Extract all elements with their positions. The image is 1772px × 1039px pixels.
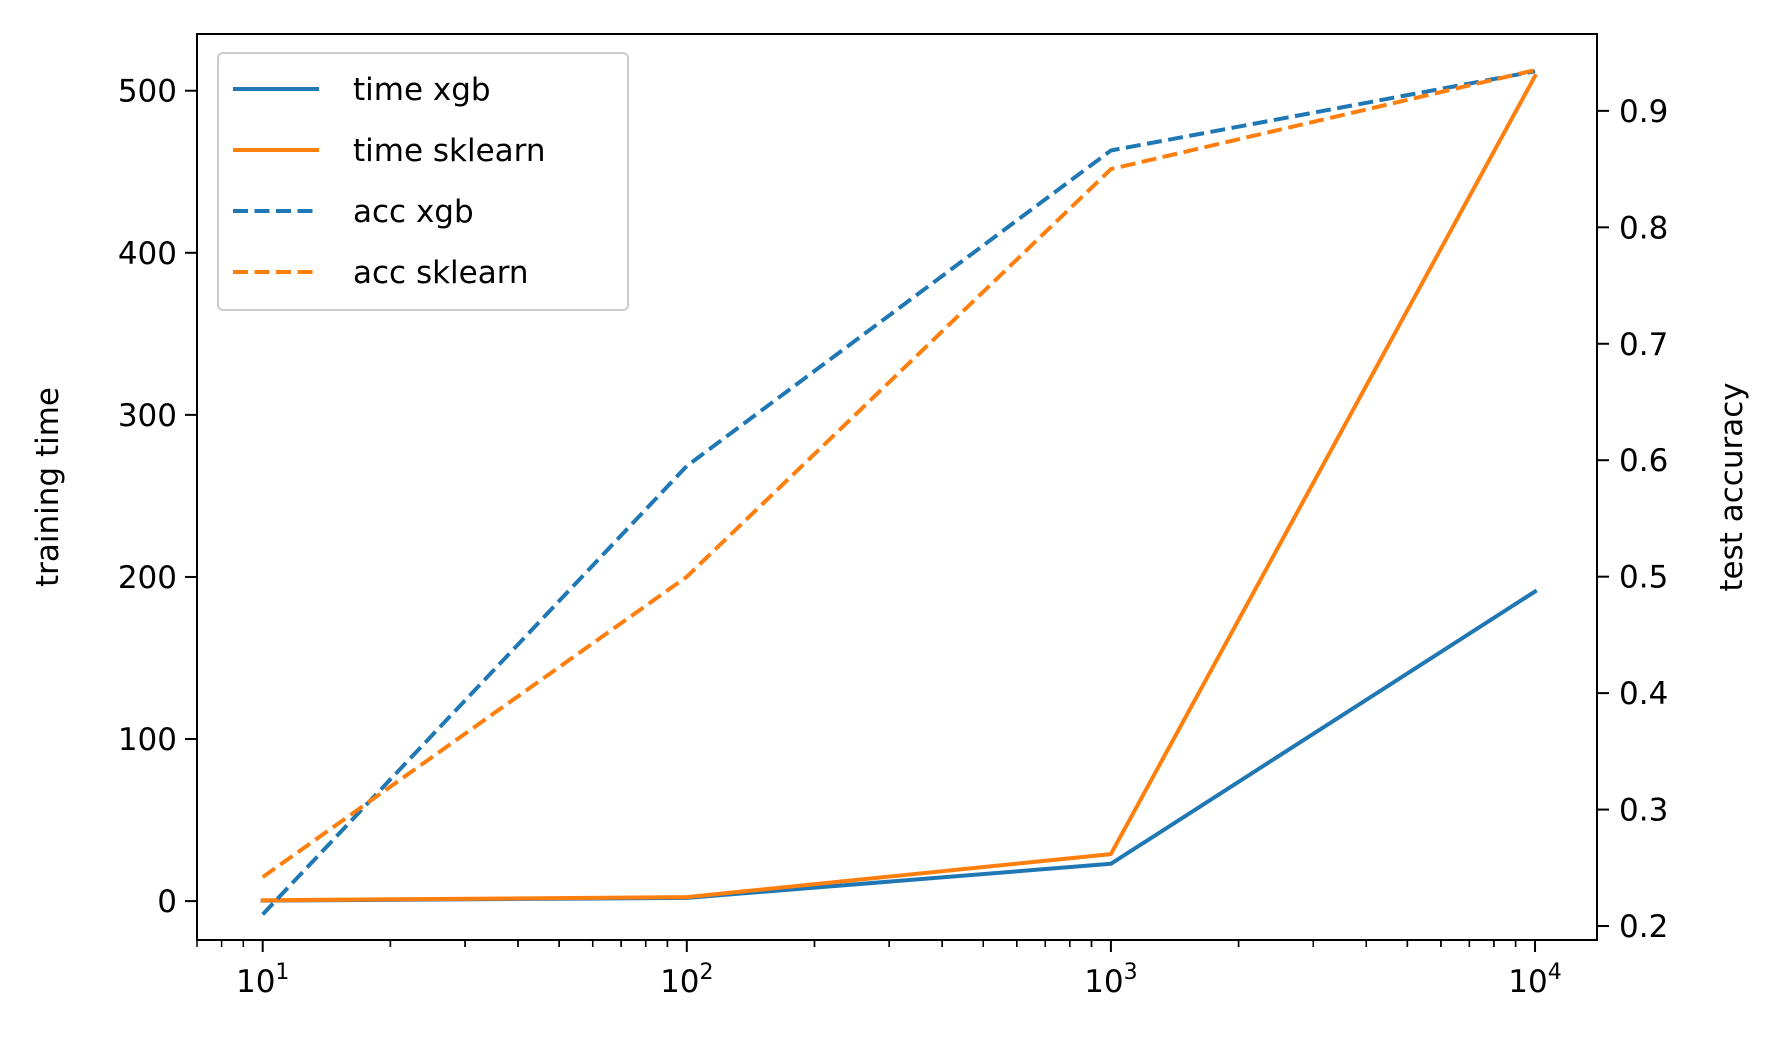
- legend-entry-time-sklearn: time sklearn: [353, 133, 546, 169]
- y-right-axis-label: test accuracy: [1714, 382, 1750, 591]
- y-right-tick-label-0.2: 0.2: [1619, 909, 1668, 945]
- series-layer: [260, 68, 1538, 916]
- legend-box: [217, 52, 629, 311]
- y-right-tick-label-0.8: 0.8: [1619, 210, 1668, 246]
- y-right-tick-label-0.6: 0.6: [1619, 443, 1668, 479]
- y-left-tick-label-100: 100: [118, 722, 177, 758]
- legend-entry-acc-sklearn: acc sklearn: [353, 255, 529, 291]
- legend-entry-time-xgb: time xgb: [353, 72, 491, 108]
- series-line-acc-xgb: [261, 69, 1536, 916]
- legend: time xgb time sklearn acc xgb acc sklearn: [217, 52, 629, 311]
- y-right-tick-label-0.3: 0.3: [1619, 793, 1668, 829]
- y-right-tick-label-0.9: 0.9: [1619, 94, 1668, 130]
- x-tick-label-10000: 104: [1508, 960, 1561, 1000]
- y-left-tick-label-200: 200: [118, 560, 177, 596]
- y-left-tick-label-500: 500: [118, 74, 177, 110]
- y-right-tick-label-0.5: 0.5: [1619, 560, 1668, 596]
- y-right-tick-label-0.7: 0.7: [1619, 327, 1668, 363]
- series-line-time-sklearn: [260, 73, 1538, 903]
- axes-layer: 101 102 103 104 0 100 200 300 400 500 0.2 0.3 0.4 0.5…: [118, 33, 1668, 1000]
- series-line-acc-sklearn: [261, 68, 1536, 879]
- y-left-tick-label-0: 0: [157, 884, 177, 920]
- axes-frame: [196, 33, 1598, 941]
- x-tick-label-1000: 103: [1084, 960, 1137, 1000]
- axis-labels: training time test accuracy: [30, 382, 1750, 591]
- series-line-time-xgb: [260, 588, 1538, 903]
- y-left-tick-label-400: 400: [118, 236, 177, 272]
- y-left-axis-label: training time: [30, 387, 66, 587]
- legend-entry-acc-xgb: acc xgb: [353, 194, 474, 230]
- x-tick-label-100: 102: [660, 960, 713, 1000]
- y-left-tick-label-300: 300: [118, 398, 177, 434]
- x-tick-label-10: 101: [236, 960, 289, 1000]
- y-right-tick-label-0.4: 0.4: [1619, 676, 1668, 712]
